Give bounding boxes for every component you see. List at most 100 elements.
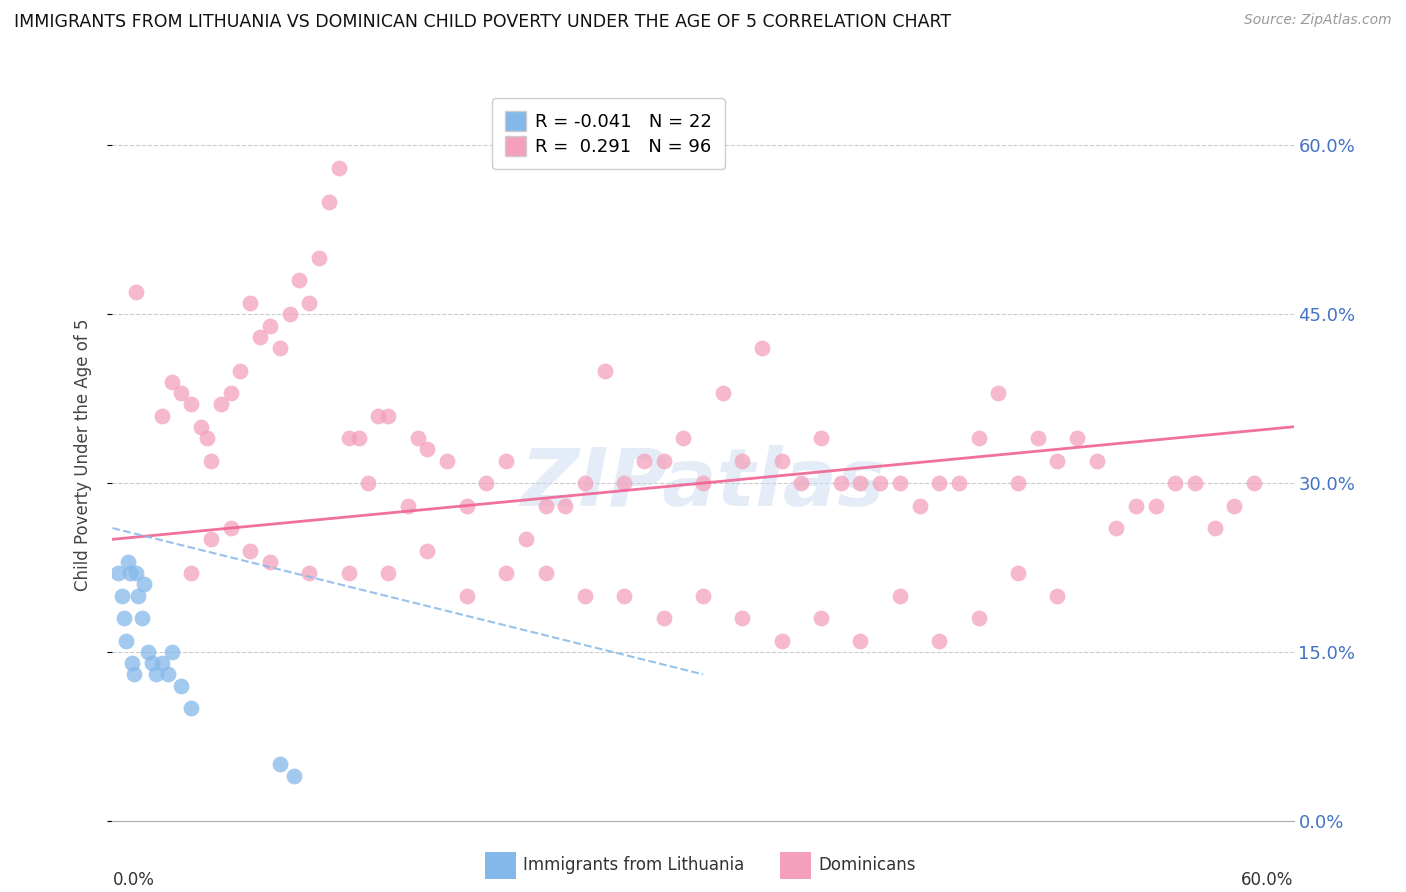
Point — [308, 251, 330, 265]
Point — [195, 431, 218, 445]
Point — [652, 453, 675, 467]
Point — [180, 566, 202, 580]
Point — [534, 566, 557, 580]
Point — [219, 521, 242, 535]
Point — [928, 476, 950, 491]
Point — [125, 566, 148, 580]
Point — [156, 667, 179, 681]
Point — [1026, 431, 1049, 445]
Point — [1204, 521, 1226, 535]
Point — [967, 431, 990, 445]
Point — [337, 431, 360, 445]
Point — [347, 431, 370, 445]
Text: 0.0%: 0.0% — [112, 871, 155, 889]
Point — [396, 499, 419, 513]
Point — [121, 656, 143, 670]
Point — [751, 341, 773, 355]
Point — [495, 453, 517, 467]
Text: Source: ZipAtlas.com: Source: ZipAtlas.com — [1244, 13, 1392, 28]
Point — [229, 363, 252, 377]
Legend: R = -0.041   N = 22, R =  0.291   N = 96: R = -0.041 N = 22, R = 0.291 N = 96 — [492, 98, 725, 169]
Point — [889, 476, 911, 491]
Point — [1125, 499, 1147, 513]
Point — [672, 431, 695, 445]
Point — [122, 667, 145, 681]
Point — [810, 431, 832, 445]
Point — [136, 645, 159, 659]
Text: Immigrants from Lithuania: Immigrants from Lithuania — [523, 856, 744, 874]
Point — [328, 161, 350, 175]
Point — [1007, 476, 1029, 491]
Point — [117, 555, 139, 569]
Point — [495, 566, 517, 580]
Point — [1066, 431, 1088, 445]
Point — [948, 476, 970, 491]
Point — [987, 386, 1010, 401]
Point — [160, 645, 183, 659]
Point — [456, 589, 478, 603]
Point — [613, 589, 636, 603]
Point — [1085, 453, 1108, 467]
Point — [574, 589, 596, 603]
Point — [190, 419, 212, 434]
Point — [145, 667, 167, 681]
Point — [180, 701, 202, 715]
Point — [209, 397, 232, 411]
Point — [534, 499, 557, 513]
Point — [1046, 453, 1069, 467]
Point — [475, 476, 498, 491]
Point — [200, 453, 222, 467]
Point — [298, 566, 321, 580]
Point — [170, 679, 193, 693]
Point — [849, 633, 872, 648]
Point — [377, 409, 399, 423]
Y-axis label: Child Poverty Under the Age of 5: Child Poverty Under the Age of 5 — [73, 318, 91, 591]
Point — [554, 499, 576, 513]
Point — [337, 566, 360, 580]
Point — [869, 476, 891, 491]
Point — [357, 476, 380, 491]
Point — [160, 375, 183, 389]
Point — [269, 757, 291, 772]
Point — [1243, 476, 1265, 491]
Point — [1164, 476, 1187, 491]
Point — [107, 566, 129, 580]
Point — [141, 656, 163, 670]
Point — [928, 633, 950, 648]
Point — [574, 476, 596, 491]
Point — [288, 273, 311, 287]
Point — [298, 296, 321, 310]
Point — [132, 577, 155, 591]
Point — [416, 543, 439, 558]
Point — [1007, 566, 1029, 580]
Point — [111, 589, 134, 603]
Point — [770, 453, 793, 467]
Text: Dominicans: Dominicans — [818, 856, 915, 874]
Point — [180, 397, 202, 411]
Point — [416, 442, 439, 457]
Point — [593, 363, 616, 377]
Point — [115, 633, 138, 648]
Point — [377, 566, 399, 580]
Point — [456, 499, 478, 513]
Point — [731, 611, 754, 625]
Point — [436, 453, 458, 467]
Point — [127, 589, 149, 603]
Point — [711, 386, 734, 401]
Point — [170, 386, 193, 401]
Point — [810, 611, 832, 625]
Point — [1105, 521, 1128, 535]
Point — [259, 318, 281, 333]
Point — [1144, 499, 1167, 513]
Point — [967, 611, 990, 625]
Point — [633, 453, 655, 467]
Point — [692, 476, 714, 491]
Point — [830, 476, 852, 491]
Point — [318, 194, 340, 209]
Text: 60.0%: 60.0% — [1241, 871, 1294, 889]
Point — [239, 296, 262, 310]
Point — [1046, 589, 1069, 603]
Point — [249, 330, 271, 344]
Point — [150, 656, 173, 670]
Point — [770, 633, 793, 648]
